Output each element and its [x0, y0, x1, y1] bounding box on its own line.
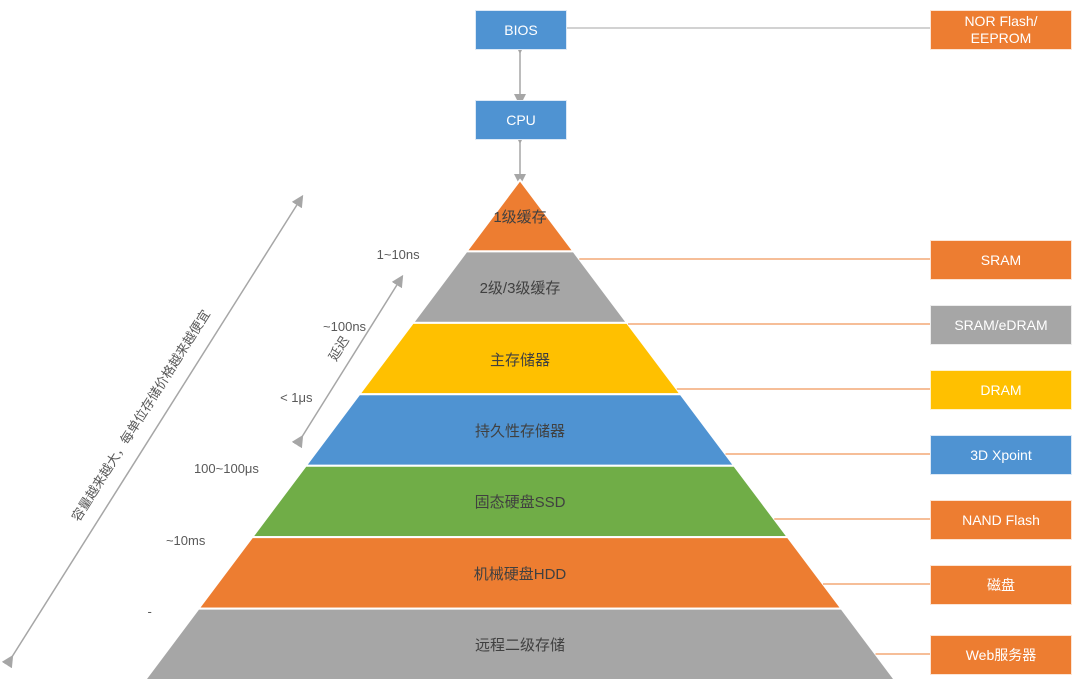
- pyramid-level-label: 1级缓存: [400, 206, 640, 227]
- latency-label: ~100ns: [196, 319, 366, 334]
- arrow-label: 容量越来越大，每单位存储价格越来越便宜: [66, 305, 214, 524]
- right-box: DRAM: [930, 370, 1072, 410]
- latency-label: < 1μs: [143, 390, 313, 405]
- latency-label: ~10ms: [35, 533, 205, 548]
- pyramid-level-label: 机械硬盘HDD: [400, 563, 640, 584]
- right-box: Web服务器: [930, 635, 1072, 675]
- latency-label: 1~10ns: [250, 247, 420, 262]
- cpu-box: CPU: [475, 100, 567, 140]
- pyramid-level-label: 2级/3级缓存: [400, 277, 640, 298]
- right-box: NOR Flash/ EEPROM: [930, 10, 1072, 50]
- right-box: SRAM: [930, 240, 1072, 280]
- right-box: 磁盘: [930, 565, 1072, 605]
- pyramid-level-label: 固态硬盘SSD: [400, 491, 640, 512]
- latency-label: -: [0, 604, 152, 619]
- arrow-label: 延迟: [323, 332, 353, 364]
- right-box: NAND Flash: [930, 500, 1072, 540]
- cpu-label: CPU: [506, 112, 536, 129]
- right-box: SRAM/eDRAM: [930, 305, 1072, 345]
- bios-box: BIOS: [475, 10, 567, 50]
- bios-label: BIOS: [504, 22, 537, 39]
- pyramid-level-label: 主存储器: [400, 349, 640, 370]
- pyramid-level-label: 持久性存储器: [400, 420, 640, 441]
- right-box: 3D Xpoint: [930, 435, 1072, 475]
- pyramid-level-label: 远程二级存储: [400, 634, 640, 655]
